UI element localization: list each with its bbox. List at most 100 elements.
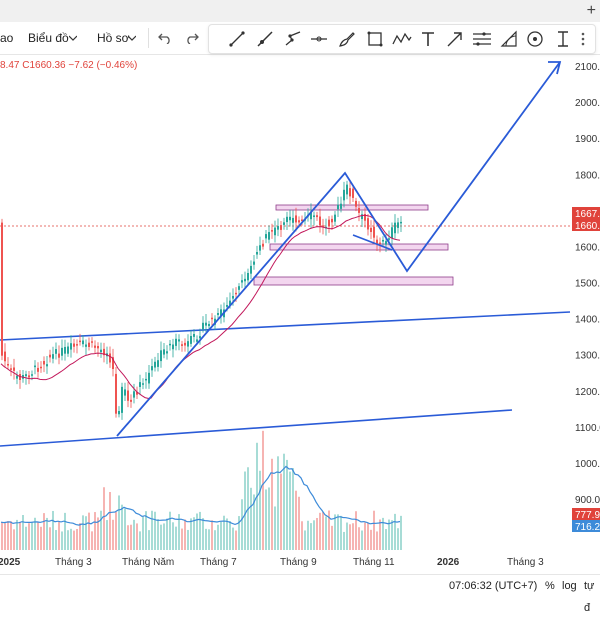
undo-icon[interactable] <box>153 26 177 50</box>
volume-bar <box>325 516 327 550</box>
chart-type-menu[interactable]: Biểu đồ <box>28 31 69 45</box>
candle-body <box>154 361 156 368</box>
chevron-down-icon[interactable] <box>127 26 137 50</box>
candle-body <box>373 226 375 238</box>
channel-lower-line[interactable] <box>0 409 513 447</box>
candle-body <box>205 322 207 326</box>
volume-bar <box>43 513 45 550</box>
redo-icon[interactable] <box>180 26 204 50</box>
volume-bar <box>340 515 342 550</box>
circle-icon[interactable] <box>523 27 547 51</box>
volume-bar <box>328 510 330 550</box>
candle-body <box>103 348 105 356</box>
candle-body <box>358 208 360 213</box>
volume-bar <box>28 523 30 550</box>
demand-zone[interactable] <box>253 276 454 286</box>
volume-bar <box>271 458 273 550</box>
price-badge <box>572 219 600 231</box>
volume-bar <box>124 508 126 550</box>
candle-body <box>262 243 264 247</box>
pitchfork-icon[interactable] <box>497 27 521 51</box>
volume-bar <box>229 521 231 550</box>
chevron-down-icon[interactable] <box>68 26 78 50</box>
volume-bar <box>202 518 204 550</box>
more-tools-icon[interactable] <box>571 27 595 51</box>
resistance-zone[interactable] <box>275 204 429 211</box>
percent-toggle[interactable]: % <box>545 580 555 592</box>
volume-bar <box>286 459 288 550</box>
volume-bar <box>166 518 168 550</box>
candle-body <box>322 225 324 227</box>
volume-bar <box>52 510 54 550</box>
volume-bar <box>253 494 255 550</box>
add-tab-icon[interactable]: + <box>586 2 596 19</box>
volume-bar <box>139 531 141 550</box>
candle-body <box>28 375 30 378</box>
time-axis[interactable]: 2025 Tháng 3 Tháng Năm Tháng 7 Tháng 9 Tháng … <box>0 557 544 568</box>
text-icon[interactable] <box>416 27 440 51</box>
candle-body <box>346 184 348 195</box>
candle-body <box>1 222 3 356</box>
candle-body <box>259 245 261 251</box>
volume-bar <box>25 526 27 550</box>
cursor-icon[interactable] <box>551 27 575 51</box>
volume-bar <box>112 519 114 550</box>
volume-bar <box>268 487 270 550</box>
volume-bar <box>22 514 24 550</box>
auto-toggle[interactable]: tự đ <box>584 580 595 614</box>
volume-bar <box>109 492 111 550</box>
volume-bar <box>70 528 72 550</box>
candle-body <box>400 221 402 224</box>
candle-body <box>37 367 39 372</box>
candle-body <box>247 272 249 281</box>
volume-bar <box>76 528 78 550</box>
volume-bar <box>91 531 93 550</box>
volume-bar <box>310 523 312 550</box>
arrow-icon[interactable] <box>443 27 467 51</box>
candle-body <box>7 364 9 366</box>
trendline-icon[interactable] <box>225 27 249 51</box>
flag-line[interactable] <box>352 234 393 251</box>
path-icon[interactable] <box>281 27 305 51</box>
price-tick-label: 900.00 <box>575 495 600 506</box>
candle-body <box>208 323 210 327</box>
volume-bar <box>295 490 297 550</box>
price-axis[interactable]: 2100.002000.001900.001800.001700.001600.… <box>575 62 600 506</box>
channel-upper-line[interactable] <box>0 311 571 341</box>
rectangle-icon[interactable] <box>363 27 387 51</box>
candle-body <box>169 343 171 346</box>
fib-icon[interactable] <box>470 27 494 51</box>
volume-bar <box>46 517 48 550</box>
volume-bar <box>250 487 252 550</box>
polyline-icon[interactable] <box>390 27 414 51</box>
projected-path-drawing[interactable] <box>116 61 561 437</box>
profile-menu[interactable]: Hồ sơ <box>97 31 130 45</box>
candle-body <box>340 203 342 209</box>
time-tick-label: Tháng 11 <box>353 557 395 568</box>
price-tick-label: 1000.00 <box>575 459 600 470</box>
brush-icon[interactable] <box>335 27 359 51</box>
volume-bar <box>370 529 372 550</box>
candle-body <box>46 364 48 367</box>
ray-icon[interactable] <box>253 27 277 51</box>
candle-body <box>328 219 330 227</box>
support-zone[interactable] <box>269 243 449 251</box>
horizontal-line-icon[interactable] <box>307 27 331 51</box>
volume-bar <box>238 516 240 550</box>
candle-body <box>139 382 141 387</box>
log-toggle[interactable]: log <box>562 580 577 592</box>
volume-bar <box>211 520 213 550</box>
volume-series <box>1 430 402 550</box>
toolbar-item-ao[interactable]: ao <box>0 31 14 45</box>
volume-bar <box>67 530 69 550</box>
candle-body <box>217 313 219 315</box>
candle-body <box>178 339 180 342</box>
candle-body <box>352 188 354 198</box>
volume-bar <box>232 527 234 550</box>
volume-bar <box>262 430 264 550</box>
volume-bar <box>64 512 66 550</box>
price-badge-label: 1667. <box>575 209 600 220</box>
volume-bar <box>184 519 186 550</box>
price-chart[interactable]: 2100.002000.001900.001800.001700.001600.… <box>0 54 600 574</box>
